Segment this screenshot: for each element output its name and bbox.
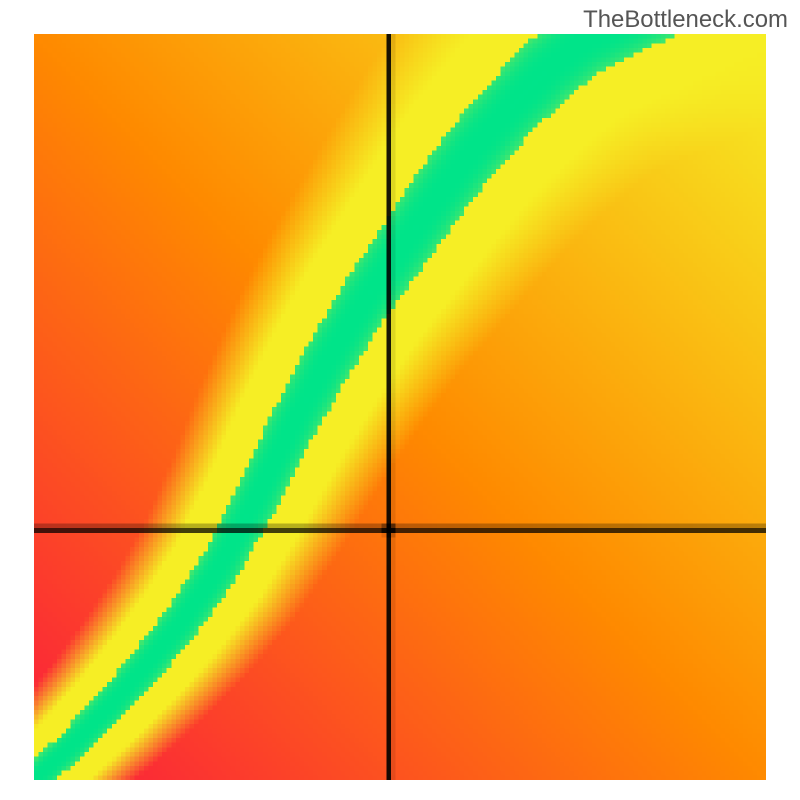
heatmap-canvas: [34, 34, 766, 780]
watermark-text: TheBottleneck.com: [583, 6, 788, 34]
heatmap-plot: [34, 34, 766, 780]
